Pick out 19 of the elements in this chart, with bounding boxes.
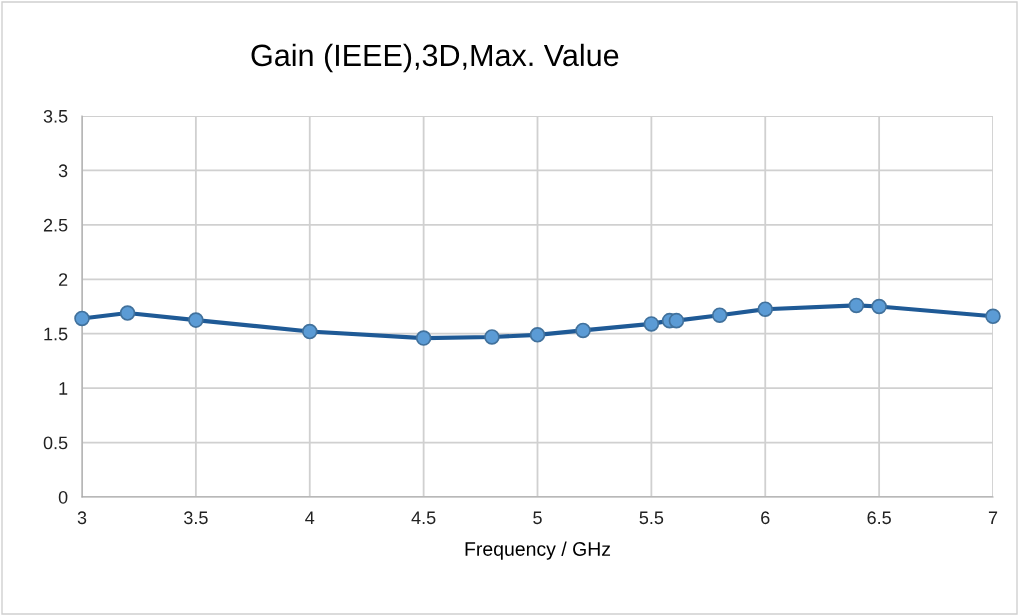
chart-title: Gain (IEEE),3D,Max. Value [251,43,619,73]
y-tick-label: 1 [59,382,68,395]
x-axis-title: Frequency / GHz [465,541,611,560]
y-tick-label: 1.5 [44,327,68,341]
y-tick-label: 3 [58,164,68,178]
x-tick-label: 5 [533,511,542,525]
x-tick-label: 6 [761,511,770,525]
x-tick-label: 5.5 [639,511,664,525]
x-tick-label: 4.5 [411,511,436,525]
x-tick-label: 6.5 [867,511,891,525]
y-tick-label: 0 [58,490,68,504]
y-tick-label: 0.5 [43,436,68,450]
x-tick-label: 3 [77,511,87,525]
x-tick-label: 7 [988,511,998,524]
y-tick-label: 2 [58,273,68,286]
y-tick-label: 2.5 [43,218,68,232]
x-tick-label: 3.5 [184,511,208,525]
x-tick-label: 4 [305,511,315,524]
y-tick-label: 3.5 [43,109,68,123]
